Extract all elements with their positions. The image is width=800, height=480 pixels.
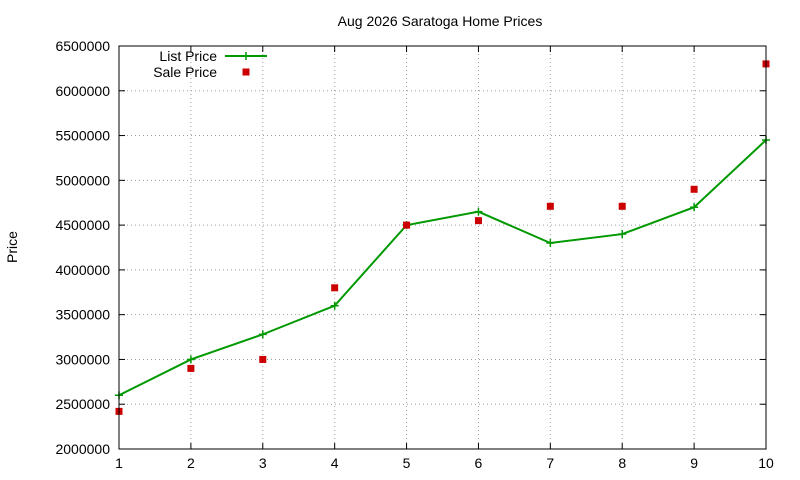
x-tick-label: 10 (758, 455, 774, 471)
legend-marker-square (242, 68, 250, 76)
sale-price-point (331, 284, 339, 292)
x-tick-label: 5 (403, 455, 411, 471)
sale-price-point (690, 185, 698, 193)
axis-ticks: 1 2 3 4 5 6 7 8 9 10 2000000 2500000 3000000 3500000 4… (55, 38, 774, 471)
data-series (115, 60, 770, 415)
y-tick-label: 5500000 (55, 128, 110, 144)
sale-price-point (474, 217, 482, 225)
list-price-point (186, 355, 195, 364)
y-tick-label: 4000000 (55, 262, 110, 278)
y-tick-label: 6000000 (55, 83, 110, 99)
legend-label: List Price (159, 48, 217, 64)
list-price-point (618, 230, 627, 239)
sale-price-point (403, 221, 411, 229)
chart-title: Aug 2026 Saratoga Home Prices (338, 13, 543, 29)
y-axis-label: Price (4, 231, 20, 263)
x-tick-label: 6 (475, 455, 483, 471)
y-tick-label: 3000000 (55, 351, 110, 367)
y-tick-label: 3500000 (55, 307, 110, 323)
grid-lines (119, 46, 766, 449)
y-tick-label: 4500000 (55, 217, 110, 233)
legend-marker-plus (242, 52, 250, 60)
plot-frame (118, 45, 767, 450)
y-tick-label: 2500000 (55, 396, 110, 412)
x-tick-label: 3 (259, 455, 267, 471)
sale-price-point (259, 355, 267, 363)
list-price-point (330, 301, 339, 310)
x-tick-label: 7 (546, 455, 554, 471)
x-tick-label: 2 (187, 455, 195, 471)
list-price-point (258, 330, 267, 339)
list-price-line (118, 139, 767, 397)
sale-price-point (187, 364, 195, 372)
x-tick-label: 1 (115, 455, 123, 471)
y-tick-label: 2000000 (55, 441, 110, 457)
x-tick-label: 9 (690, 455, 698, 471)
y-tick-label: 5000000 (55, 172, 110, 188)
sale-price-point (618, 202, 626, 210)
legend-label: Sale Price (153, 64, 217, 80)
x-tick-label: 8 (618, 455, 626, 471)
list-price-point (474, 207, 483, 216)
list-price-point (690, 203, 699, 212)
x-tick-label: 4 (331, 455, 339, 471)
sale-price-point (546, 202, 554, 210)
y-tick-label: 6500000 (55, 38, 110, 54)
series-1 (115, 60, 770, 415)
list-price-point (546, 239, 555, 248)
